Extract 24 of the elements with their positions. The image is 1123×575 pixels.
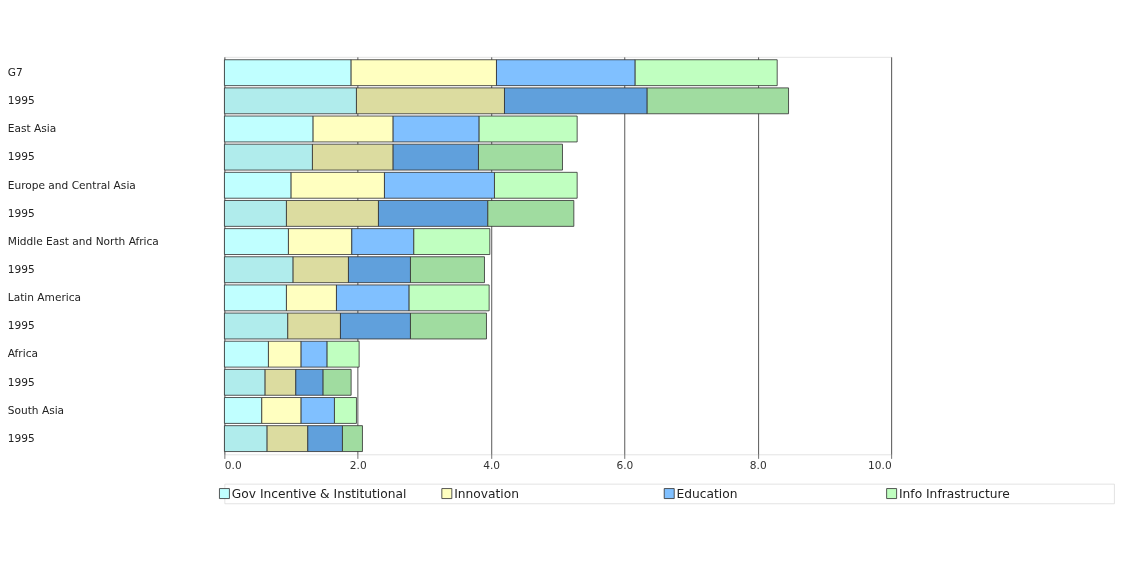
x-tick-label: 8.0 [749,458,767,471]
x-tick-label: 0.0 [224,458,242,471]
x-tick-label: 10.0 [868,458,892,471]
y-tick-label: 1995 [7,431,35,444]
x-tick-label: 2.0 [349,458,367,471]
legend-label: Info Infrastructure [898,486,1010,501]
y-tick-label: 1995 [7,262,35,275]
y-tick-label: 1995 [7,375,35,388]
y-tick-label: 1995 [7,150,35,163]
y-tick-label: South Asia [7,403,65,416]
legend-label: Gov Incentive & Institutional [231,486,407,501]
legend-label: Innovation [454,486,519,501]
y-tick-label: G7 [7,65,23,78]
y-tick-label: Latin America [7,291,82,304]
y-tick-label: East Asia [7,122,57,135]
y-tick-label: 1995 [7,319,35,332]
x-tick-label: 6.0 [616,458,634,471]
y-tick-label: 1995 [7,94,35,107]
legend-label: Education [676,486,738,501]
y-tick-label: Africa [7,347,38,360]
y-tick-label: Europe and Central Asia [7,178,136,191]
y-tick-label: 1995 [7,206,35,219]
y-tick-label: Middle East and North Africa [7,234,159,247]
x-tick-label: 4.0 [483,458,501,471]
